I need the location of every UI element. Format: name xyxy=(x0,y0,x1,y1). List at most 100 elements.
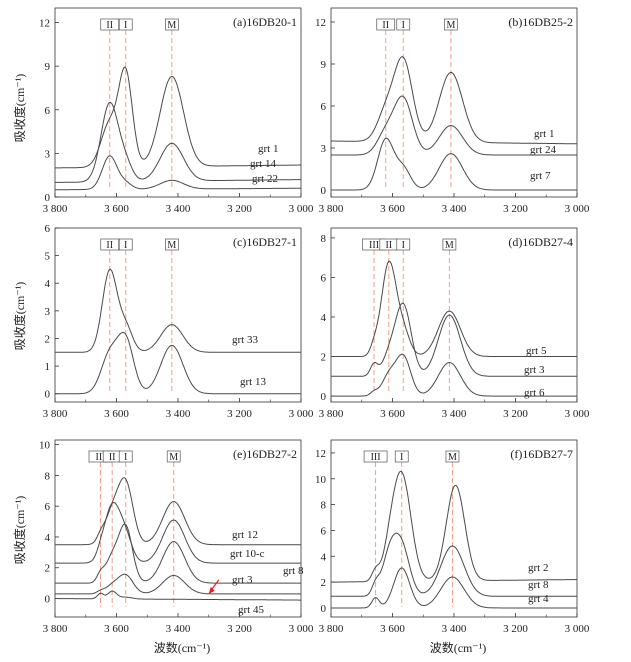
x-tick-label: 3 000 xyxy=(289,408,314,420)
series-line-grt-33 xyxy=(55,268,301,353)
x-tick-label: 3 600 xyxy=(104,623,129,635)
series-label: grt 7 xyxy=(530,170,551,182)
band-label-box xyxy=(376,18,396,31)
series-label: grt 3 xyxy=(524,364,545,376)
band-label-box xyxy=(445,450,460,463)
y-label-mid-left: 吸收度(cm⁻¹) xyxy=(12,282,27,351)
panel-title: (a)16DB20-1 xyxy=(233,15,297,29)
band-label: II xyxy=(385,240,392,251)
band-label: I xyxy=(400,452,403,463)
x-tick-label: 3 600 xyxy=(104,203,129,215)
series-label: grt 10-c xyxy=(230,548,265,560)
series-label: grt 33 xyxy=(232,334,258,346)
band-label-box xyxy=(396,18,411,31)
x-label-right: 波数(cm⁻¹) xyxy=(430,640,487,655)
series-line-grt-4 xyxy=(331,567,577,609)
y-tick-label: 8 xyxy=(321,500,327,512)
y-tick-label: 3 xyxy=(45,148,51,160)
panel-4: 0 2 4 6 8 3 800 3 600 3 400 3 200 3 000 (d)16DB27-… xyxy=(319,227,590,420)
y-tick-label: 4 xyxy=(45,532,51,544)
series-line-grt-12 xyxy=(55,477,301,546)
series-line-grt-7 xyxy=(331,137,577,191)
series-line-grt-14 xyxy=(54,101,301,183)
y-tick-label: 3 xyxy=(321,143,327,155)
band-label-box xyxy=(394,450,409,463)
band-label: M xyxy=(445,240,454,251)
band-label-box xyxy=(165,238,179,251)
y-tick-label: 12 xyxy=(39,18,50,30)
y-tick-label: 5 xyxy=(45,251,51,263)
band-label: II xyxy=(106,240,113,251)
y-tick-label: 2 xyxy=(45,333,51,345)
band-label-box xyxy=(166,450,181,463)
band-label: M xyxy=(448,452,457,463)
y-tick-label: 10 xyxy=(39,440,51,452)
panels: 0 3 6 9 12 3 800 3 600 3 400 3 200 3 000 (a)16DB20… xyxy=(39,7,590,635)
panel-5: 0 2 4 6 8 10 3 800 3 600 3 400 3 200 3 000 (e)16DB2… xyxy=(39,439,314,635)
series-line-grt-3 xyxy=(331,302,577,377)
x-tick-label: 3 800 xyxy=(319,203,344,215)
band-label: M xyxy=(446,20,455,31)
panel-6: 0 2 4 6 8 10 12 3 800 3 600 3 400 3 200 3 000 (f)16D… xyxy=(315,439,590,635)
y-tick-label: 6 xyxy=(321,101,327,113)
series-line-grt-8 xyxy=(55,573,301,595)
y-tick-label: 3 xyxy=(45,306,51,318)
y-tick-label: 4 xyxy=(45,278,51,290)
series-line-grt-22 xyxy=(55,155,301,191)
band-label-box xyxy=(118,18,133,31)
x-tick-label: 3 600 xyxy=(380,203,405,215)
series-label: grt 12 xyxy=(232,529,258,541)
y-tick-label: 2 xyxy=(321,577,327,589)
band-label: II xyxy=(109,452,116,463)
plot-frame xyxy=(54,439,302,618)
x-tick-label: 3 800 xyxy=(43,623,68,635)
series-label: grt 22 xyxy=(252,173,278,185)
series-label: grt 2 xyxy=(528,562,548,574)
x-tick-label: 3 200 xyxy=(503,203,528,215)
annotation-arrow-head xyxy=(208,586,215,594)
x-tick-label: 3 800 xyxy=(43,203,68,215)
y-label-top-left: 吸收度(cm⁻¹) xyxy=(12,74,27,143)
series-line-grt-8 xyxy=(331,532,577,597)
x-tick-label: 3 000 xyxy=(565,408,590,420)
panel-1: 0 3 6 9 12 3 800 3 600 3 400 3 200 3 000 (a)16DB20… xyxy=(39,7,314,215)
series-label: grt 6 xyxy=(524,387,545,399)
band-label: I xyxy=(402,20,405,31)
series-label: grt 45 xyxy=(238,604,264,616)
series-label: grt 4 xyxy=(528,593,549,605)
x-tick-label: 3 400 xyxy=(442,203,467,215)
band-label: M xyxy=(167,240,176,251)
band-label: III xyxy=(96,452,106,463)
series-label: grt 24 xyxy=(530,144,556,156)
y-tick-label: 0 xyxy=(321,603,327,615)
series-line-grt-1 xyxy=(55,66,301,169)
y-tick-label: 9 xyxy=(321,59,327,71)
y-tick-label: 2 xyxy=(321,352,327,364)
x-tick-label: 3 200 xyxy=(503,408,528,420)
band-label-box xyxy=(100,238,120,251)
band-label: I xyxy=(124,240,127,251)
x-tick-label: 3 400 xyxy=(442,408,467,420)
series-label: grt 1 xyxy=(258,143,278,155)
series-label: grt 5 xyxy=(526,345,547,357)
panel-2: 0 3 6 9 12 3 800 3 600 3 400 3 200 3 000 (b)16DB25… xyxy=(315,7,590,215)
band-label-box xyxy=(165,18,179,31)
x-tick-label: 3 000 xyxy=(565,203,590,215)
y-tick-label: 6 xyxy=(321,272,327,284)
series-line-grt-24 xyxy=(331,95,577,156)
series-label: grt 13 xyxy=(240,376,266,388)
y-tick-label: 12 xyxy=(315,448,326,460)
y-tick-label: 0 xyxy=(45,594,51,606)
y-tick-label: 8 xyxy=(45,470,51,482)
x-tick-label: 3 400 xyxy=(442,623,467,635)
band-label-box xyxy=(442,238,457,251)
y-tick-label: 9 xyxy=(45,61,51,73)
panel-3: 0 1 2 3 4 5 6 3 800 3 600 3 400 3 200 3 000 (c)16DB2… xyxy=(43,223,314,420)
band-label-box xyxy=(396,238,411,251)
panel-title: (b)16DB25-2 xyxy=(508,15,573,29)
y-tick-label: 10 xyxy=(315,474,327,486)
x-tick-label: 3 200 xyxy=(227,408,252,420)
series-line-grt-1 xyxy=(331,56,577,145)
band-label: I xyxy=(124,20,127,31)
